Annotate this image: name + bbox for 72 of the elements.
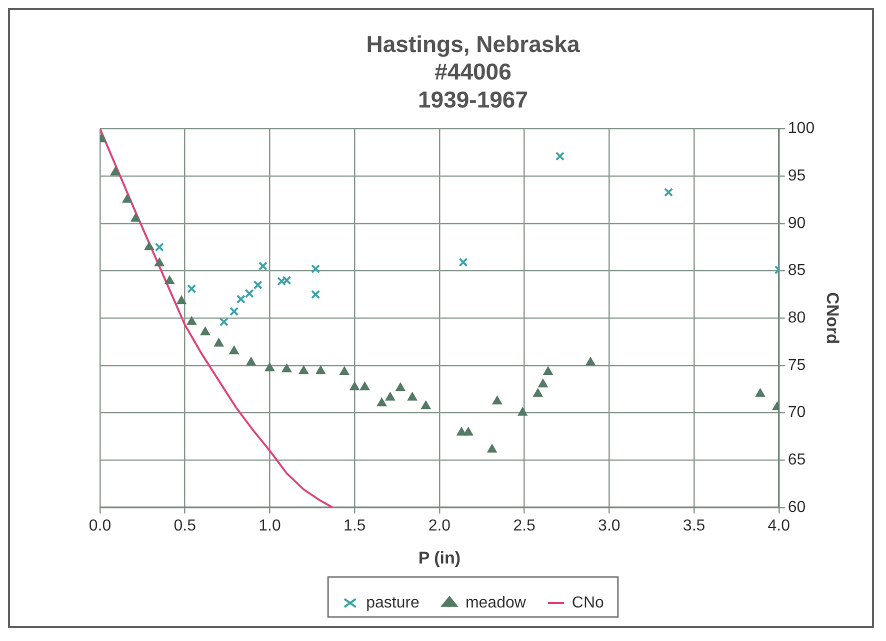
point — [340, 366, 350, 376]
point — [463, 427, 474, 436]
point — [458, 258, 468, 267]
x-tick-label: 1.0 — [258, 517, 281, 534]
point — [755, 388, 766, 397]
point — [110, 166, 120, 176]
point — [555, 152, 564, 161]
y2-tick-label: 70 — [788, 404, 806, 422]
x-tick-label: 0.5 — [174, 517, 196, 534]
point — [487, 444, 497, 453]
point — [154, 258, 164, 266]
point — [154, 242, 164, 252]
point — [282, 364, 292, 372]
point — [229, 346, 239, 354]
point — [253, 280, 262, 290]
point — [144, 242, 154, 250]
point — [176, 296, 186, 304]
point — [122, 194, 132, 203]
point — [407, 392, 418, 401]
point — [219, 317, 228, 326]
point — [264, 362, 275, 372]
x-tick-label: 0.0 — [88, 517, 112, 534]
point — [316, 366, 326, 374]
point — [230, 306, 239, 316]
point — [543, 366, 553, 376]
legend-label: pasture — [366, 594, 420, 612]
legend-label: CNo — [572, 594, 604, 612]
point — [664, 188, 674, 197]
point — [298, 366, 308, 374]
x-axis-title: P (in) — [418, 548, 461, 568]
y2-axis-title: CNord — [823, 292, 842, 344]
point — [200, 326, 210, 336]
legend-label: meadow — [465, 594, 526, 612]
x-tick-label: 3.0 — [598, 517, 620, 534]
point — [277, 276, 286, 286]
point — [187, 284, 196, 294]
point — [376, 398, 387, 406]
chart-title: Hastings, Nebraska #44006 1939-1967 — [366, 31, 580, 112]
point — [282, 276, 292, 285]
y2-tick-label: 100 — [788, 120, 815, 138]
point — [236, 294, 246, 304]
point — [244, 288, 254, 298]
point — [396, 382, 406, 392]
point — [258, 262, 268, 271]
point — [311, 290, 320, 299]
point — [385, 392, 396, 401]
point — [214, 338, 224, 347]
x-tick-label: 2.0 — [428, 517, 451, 534]
point — [164, 276, 174, 284]
point — [492, 396, 502, 404]
y2-tick-label: 90 — [788, 214, 806, 232]
point — [586, 357, 596, 366]
point — [533, 388, 543, 397]
point — [186, 316, 196, 325]
y2-tick-label: 75 — [788, 356, 806, 374]
x-tick-label: 1.5 — [343, 517, 366, 534]
y2-tick-label: 65 — [788, 451, 806, 468]
x-tick-label: 2.5 — [513, 517, 536, 534]
y2-tick-label: 80 — [788, 310, 806, 327]
point — [246, 357, 256, 366]
point — [421, 400, 431, 410]
x-tick-label: 4.0 — [768, 517, 790, 534]
point — [518, 407, 528, 416]
y2-tick-label: 85 — [788, 262, 806, 280]
point — [130, 213, 140, 222]
point — [350, 382, 360, 390]
point — [538, 378, 548, 388]
point — [311, 264, 320, 274]
y2-tick-label: 95 — [788, 168, 806, 185]
point — [360, 382, 370, 390]
y2-tick-label: 60 — [788, 498, 806, 516]
x-tick-label: 3.5 — [682, 517, 706, 534]
